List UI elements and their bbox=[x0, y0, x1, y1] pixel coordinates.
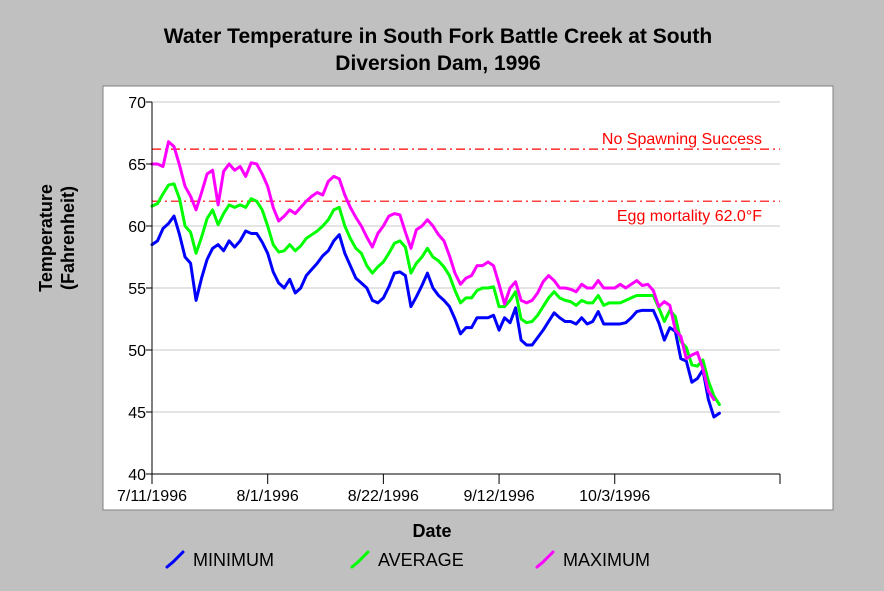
y-tick-label: 40 bbox=[128, 467, 146, 484]
x-axis-label: Date bbox=[412, 521, 451, 541]
legend-swatch bbox=[165, 550, 185, 569]
x-tick-label: 10/3/1996 bbox=[579, 488, 650, 505]
series-line-minimum bbox=[150, 214, 721, 419]
annotation-label: No Spawning Success bbox=[602, 131, 762, 148]
x-axis-ticks: 7/11/1996 8/1/1996 8/22/1996 9/12/1996 10/3/… bbox=[117, 474, 781, 505]
y-tick-label: 55 bbox=[128, 281, 146, 298]
x-tick-label: 7/11/1996 bbox=[117, 488, 187, 505]
annotation-label: Egg mortality 62.0°F bbox=[617, 208, 762, 225]
chart-title-line-1: Water Temperature in South Fork Battle C… bbox=[164, 25, 712, 48]
y-axis-ticks: 40 45 50 55 60 65 70 bbox=[128, 95, 152, 484]
y-tick-label: 50 bbox=[128, 343, 146, 360]
y-tick-label: 45 bbox=[128, 405, 146, 422]
legend-swatch bbox=[535, 550, 555, 569]
y-axis-label-line-2: (Fahrenheit) bbox=[58, 186, 78, 290]
legend: MINIMUM AVERAGE MAXIMUM bbox=[165, 550, 650, 570]
series-lines bbox=[150, 140, 721, 419]
legend-label: AVERAGE bbox=[378, 550, 464, 570]
y-tick-label: 70 bbox=[128, 95, 146, 112]
y-axis-label-line-1: Temperature bbox=[36, 184, 56, 292]
x-tick-label: 9/12/1996 bbox=[463, 488, 534, 505]
series-line-average bbox=[150, 182, 721, 407]
y-tick-label: 60 bbox=[128, 219, 146, 236]
series-line-maximum bbox=[150, 140, 716, 402]
annotation-lines: No Spawning Success Egg mortality 62.0°F bbox=[152, 131, 780, 225]
x-tick-label: 8/22/1996 bbox=[348, 488, 419, 505]
legend-swatch bbox=[350, 550, 370, 569]
legend-label: MAXIMUM bbox=[563, 550, 650, 570]
legend-label: MINIMUM bbox=[193, 550, 274, 570]
y-tick-label: 65 bbox=[128, 157, 146, 174]
chart-title-line-2: Diversion Dam, 1996 bbox=[335, 52, 540, 75]
x-tick-label: 8/1/1996 bbox=[237, 488, 299, 505]
